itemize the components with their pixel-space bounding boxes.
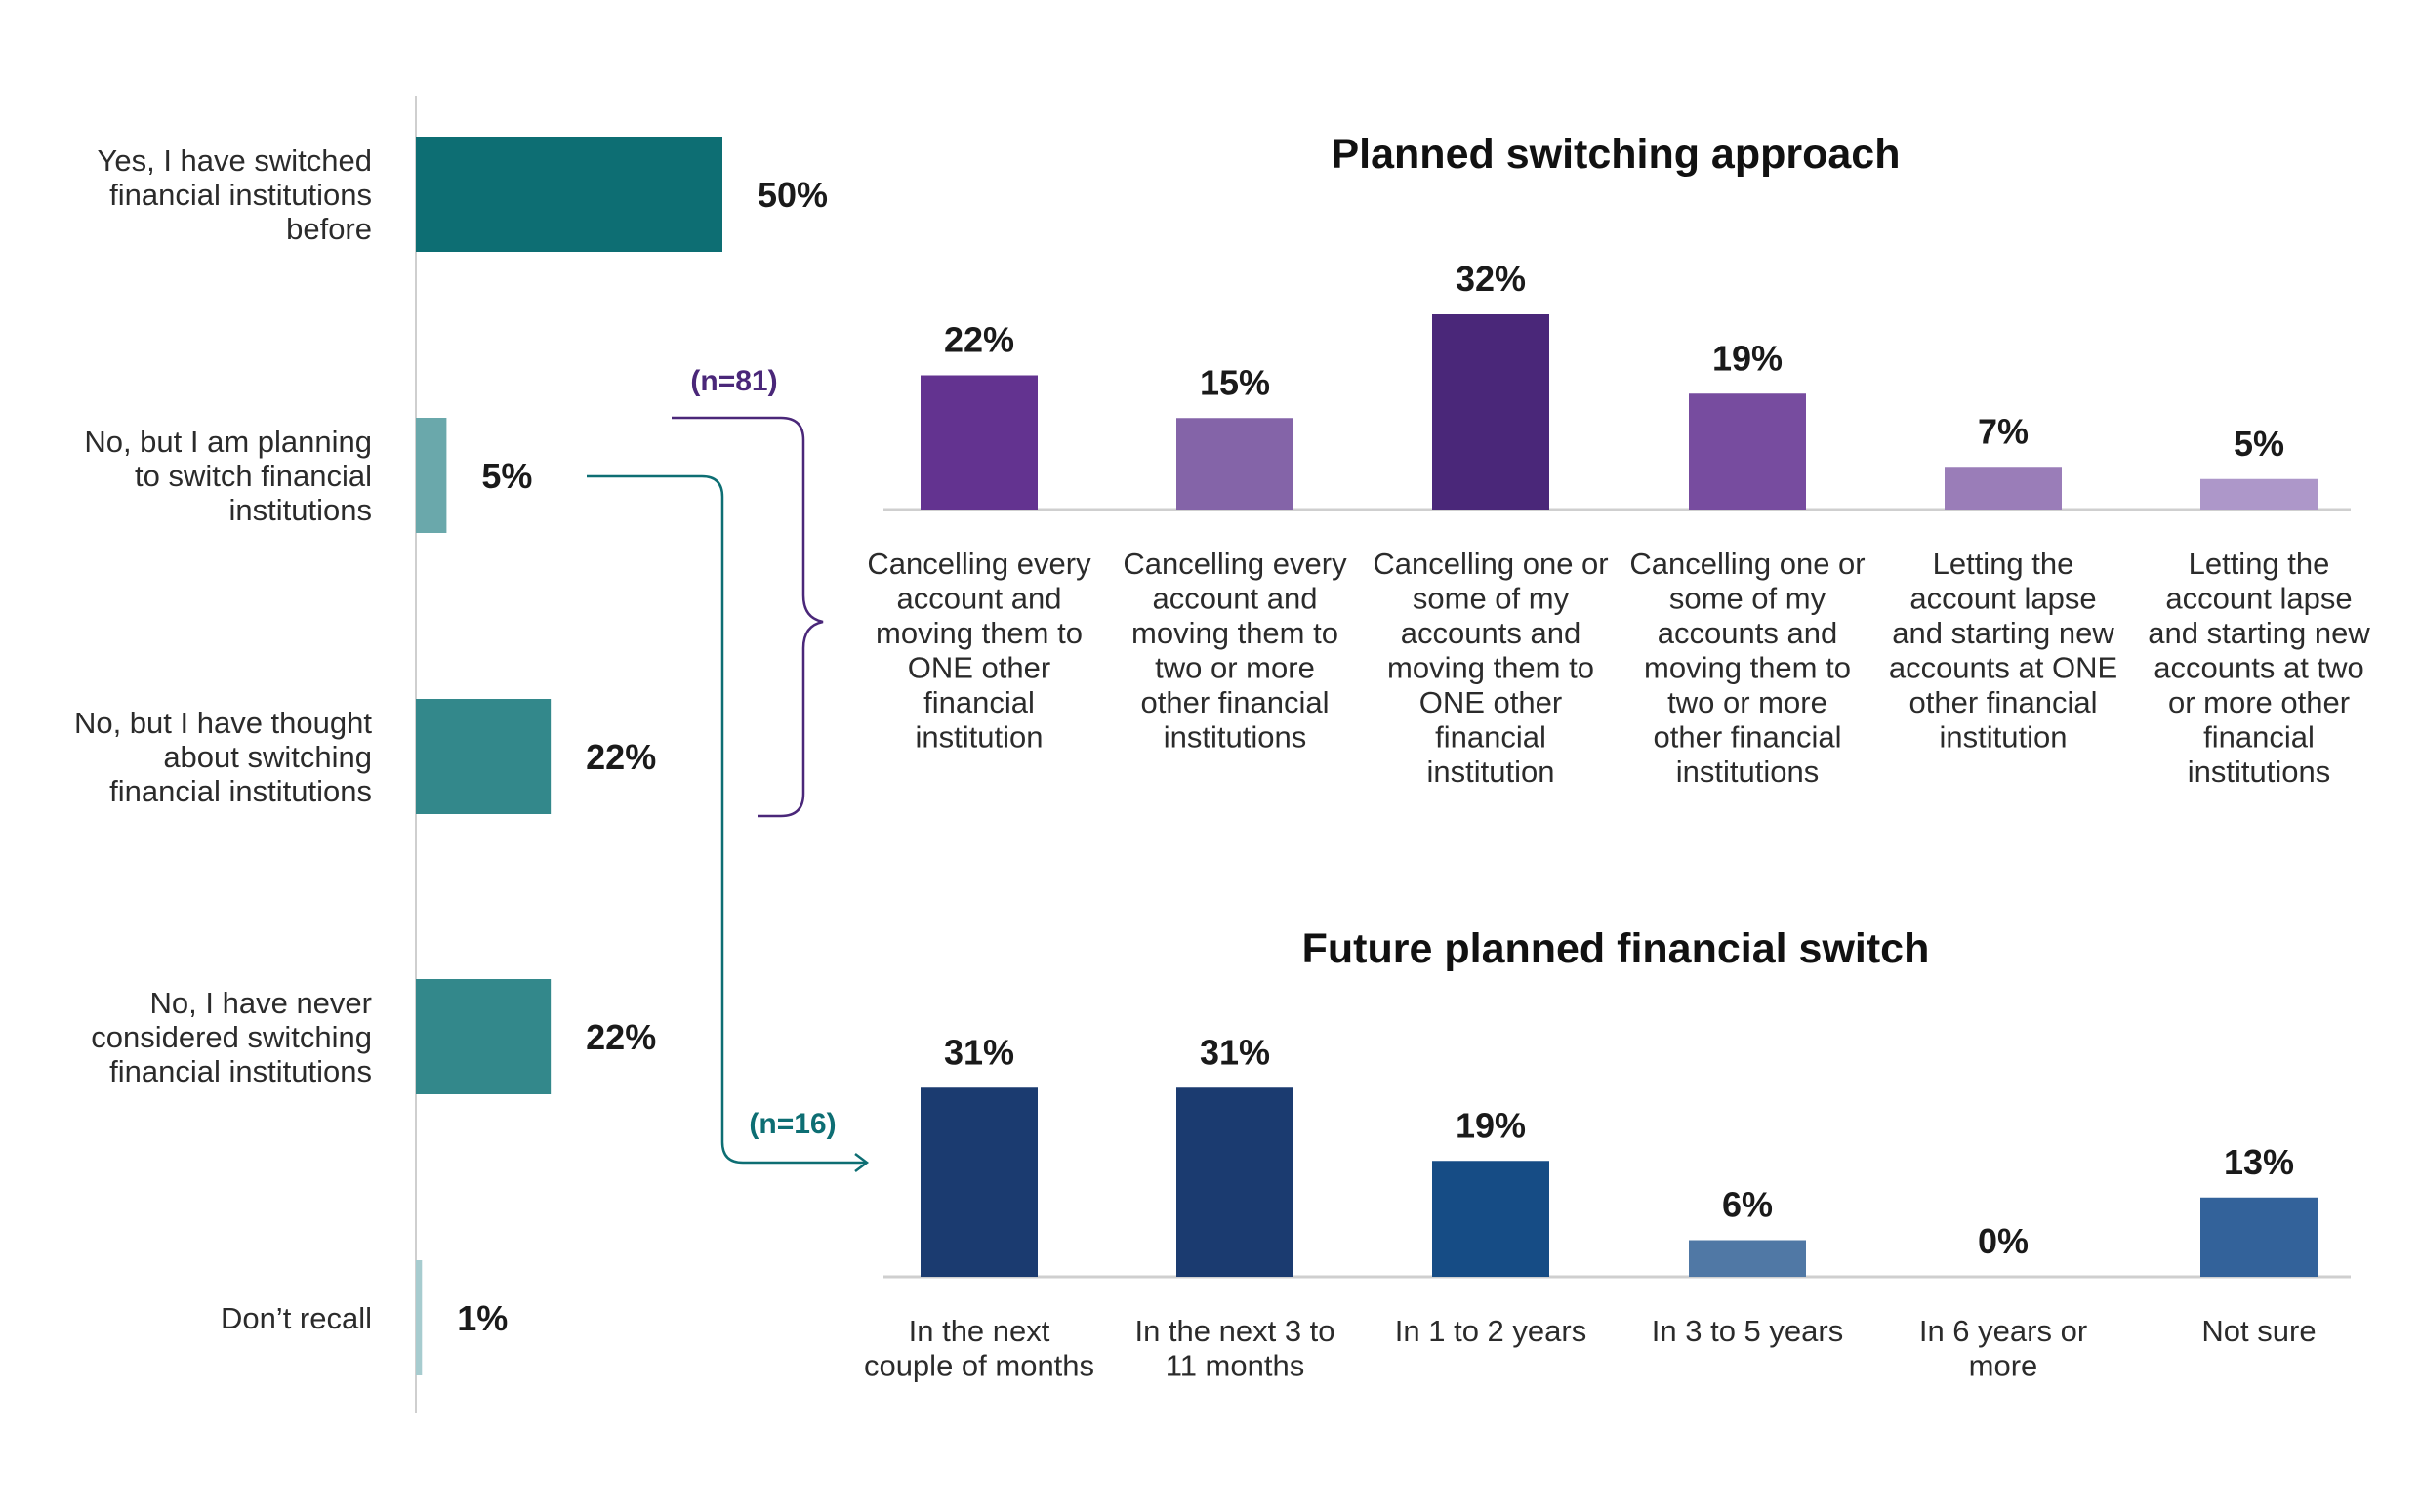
approach-value-label-1: 22%	[944, 320, 1014, 360]
left-bar-1	[416, 137, 722, 252]
left-bar-5	[416, 1260, 423, 1375]
approach-value-label-3: 32%	[1456, 259, 1526, 299]
approach-bar-3	[1432, 314, 1549, 510]
approach-value-label-6: 5%	[2234, 424, 2284, 464]
approach-bar-chart: 22% Cancelling every account and moving the…	[867, 259, 2370, 789]
approach-category-label-5: Letting the account lapse and starting new…	[1889, 547, 2117, 755]
left-value-label-4: 22%	[586, 1017, 656, 1057]
approach-value-label-4: 19%	[1712, 338, 1783, 378]
future-value-label-2: 31%	[1200, 1032, 1270, 1072]
left-bar-2	[416, 418, 447, 533]
approach-category-label-6: Letting the account lapse and starting new…	[2148, 547, 2370, 789]
future-category-label-5: In 6 years or more	[1919, 1314, 2087, 1383]
left-bar-3	[416, 699, 552, 814]
approach-category-label-4: Cancelling one or some of my accounts and m…	[1629, 547, 1865, 789]
approach-value-label-2: 15%	[1200, 362, 1270, 402]
approach-value-label-5: 7%	[1978, 411, 2029, 451]
future-bar-4	[1689, 1240, 1806, 1277]
approach-bar-4	[1689, 393, 1806, 510]
left-value-label-5: 1%	[457, 1298, 508, 1338]
future-value-label-5: 0%	[1978, 1221, 2029, 1261]
left-value-label-1: 50%	[758, 175, 828, 215]
future-bar-1	[921, 1087, 1038, 1277]
approach-bar-2	[1176, 418, 1293, 510]
future-value-label-3: 19%	[1456, 1105, 1526, 1145]
approach-chart-title: Planned switching approach	[1332, 131, 1901, 178]
left-category-label-1: Yes, I have switched financial institutio…	[98, 143, 372, 246]
future-sample-size-label: (n=16)	[749, 1108, 836, 1140]
approach-category-label-1: Cancelling every account and moving them t…	[867, 547, 1091, 755]
left-bar-4	[416, 979, 552, 1094]
future-bar-3	[1432, 1161, 1549, 1277]
approach-connector-brace	[672, 416, 824, 818]
future-category-label-2: In the next 3 to 11 months	[1134, 1314, 1334, 1383]
approach-sample-size-label: (n=81)	[690, 365, 777, 397]
left-bar-chart: 50% Yes, I have switched financial institu…	[74, 137, 828, 1375]
future-value-label-4: 6%	[1722, 1185, 1773, 1225]
left-value-label-2: 5%	[481, 456, 532, 496]
future-category-label-1: In the next couple of months	[864, 1314, 1094, 1383]
future-value-label-6: 13%	[2224, 1142, 2294, 1182]
future-connector-arrowhead	[854, 1153, 870, 1172]
left-value-label-3: 22%	[586, 737, 656, 777]
left-category-label-2: No, but I am planning to switch financial…	[84, 425, 372, 527]
approach-bar-1	[921, 375, 1038, 510]
future-category-label-4: In 3 to 5 years	[1652, 1314, 1843, 1348]
approach-bar-5	[1945, 467, 2062, 510]
future-category-label-3: In 1 to 2 years	[1395, 1314, 1586, 1348]
future-bar-6	[2200, 1197, 2318, 1277]
approach-category-label-3: Cancelling one or some of my accounts and m…	[1373, 547, 1608, 789]
future-chart-title: Future planned financial switch	[1302, 925, 1930, 972]
future-bar-chart: 31% In the next couple of months 31% In the …	[864, 1032, 2318, 1383]
approach-category-label-2: Cancelling every account and moving them t…	[1123, 547, 1347, 755]
future-category-label-6: Not sure	[2201, 1314, 2316, 1348]
future-bar-2	[1176, 1087, 1293, 1277]
left-category-label-5: Don’t recall	[221, 1301, 372, 1335]
future-connector-arrow	[587, 474, 865, 1165]
left-category-label-3: No, but I have thought about switching fin…	[74, 706, 372, 808]
future-value-label-1: 31%	[944, 1032, 1014, 1072]
approach-bar-6	[2200, 478, 2318, 510]
left-category-label-4: No, I have never considered switching fina…	[91, 986, 372, 1088]
